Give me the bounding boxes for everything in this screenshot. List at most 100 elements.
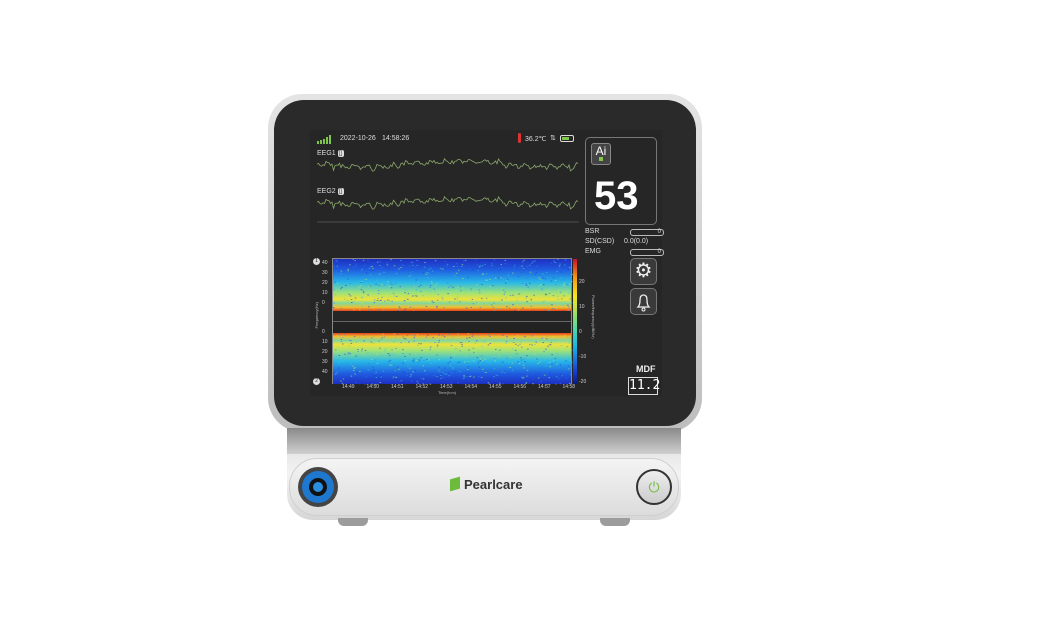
spectrogram-cell bbox=[354, 367, 356, 369]
colorbar-label: Power/frequency(dB/Hz) bbox=[591, 295, 596, 339]
spectrogram-cell bbox=[411, 270, 414, 272]
spectrogram-cell bbox=[477, 363, 479, 365]
spectrogram-cell bbox=[559, 291, 562, 293]
spectrogram-cell bbox=[560, 374, 562, 376]
spectrogram-cell bbox=[559, 383, 562, 385]
spectrogram-cell bbox=[358, 383, 360, 385]
spectrogram-cell bbox=[342, 335, 345, 337]
spectrogram-cell bbox=[418, 359, 421, 361]
spectrogram-cell bbox=[545, 294, 547, 296]
spectrogram-cell bbox=[553, 260, 555, 262]
channel-marker-2: 2 bbox=[313, 378, 320, 385]
spectrogram-cell bbox=[552, 336, 555, 338]
spectrogram-cell bbox=[341, 287, 343, 288]
spectrogram-cell bbox=[336, 271, 338, 273]
spectrogram-cell bbox=[534, 260, 536, 262]
alarm-button[interactable] bbox=[630, 288, 657, 315]
spectrogram-cell bbox=[361, 268, 363, 270]
spectrogram-cell bbox=[530, 298, 532, 300]
spectrogram-cell bbox=[457, 333, 459, 335]
spectrogram-cell bbox=[504, 291, 506, 293]
spectrogram-cell bbox=[479, 358, 482, 360]
spectrogram-cell bbox=[435, 285, 437, 287]
spectrogram-cell bbox=[417, 368, 419, 370]
spectrogram-cell bbox=[374, 373, 377, 375]
spectrogram-cell bbox=[377, 293, 380, 294]
spectrogram-cell bbox=[551, 354, 553, 356]
spectrogram-cell bbox=[532, 344, 535, 346]
spectrogram-cell bbox=[495, 348, 497, 350]
spectrogram-cell bbox=[524, 361, 526, 363]
spectrogram-cell bbox=[518, 309, 520, 311]
spectrogram-cell bbox=[398, 268, 400, 270]
spectrogram-cell bbox=[382, 309, 385, 311]
spectrogram-cell bbox=[348, 310, 351, 311]
spectrogram-cell bbox=[361, 306, 363, 308]
spectrogram-cell bbox=[499, 308, 501, 310]
spectrogram-cell bbox=[432, 337, 434, 339]
spectrogram-cell bbox=[405, 272, 408, 274]
spectrogram-cell bbox=[409, 274, 411, 276]
y-tick: 0 bbox=[322, 329, 325, 335]
spectrogram-cell bbox=[365, 376, 368, 378]
spectrogram-cell bbox=[470, 307, 472, 309]
spectrogram-cell bbox=[440, 375, 442, 376]
spectrogram-cell bbox=[478, 366, 481, 368]
spectrogram-cell bbox=[406, 371, 408, 373]
spectrogram-cell bbox=[547, 310, 550, 311]
spectrogram-cell bbox=[433, 374, 435, 376]
spectrogram-cell bbox=[488, 383, 490, 385]
spectrogram-cell bbox=[551, 304, 553, 306]
spectrogram-cell bbox=[379, 300, 382, 301]
spectrogram-cell bbox=[407, 343, 410, 345]
spectrogram-cell bbox=[459, 361, 461, 363]
spectrogram-cell bbox=[383, 284, 386, 286]
spectrogram-cell bbox=[536, 265, 538, 267]
spectrogram-cell bbox=[540, 283, 542, 285]
spectrogram-cell bbox=[512, 342, 515, 343]
spectrogram-cell bbox=[448, 286, 450, 288]
spectrogram-cell bbox=[412, 285, 415, 287]
spectrogram-cell bbox=[375, 361, 377, 362]
spectrogram-cell bbox=[422, 383, 424, 385]
spectrogram-cell bbox=[469, 375, 472, 377]
spectrogram-cell bbox=[557, 298, 559, 300]
power-button[interactable]: ⏻ bbox=[636, 469, 672, 505]
spectrogram-cell bbox=[338, 283, 341, 285]
spectrogram-cell bbox=[507, 273, 510, 274]
spectrogram-cell bbox=[517, 293, 519, 295]
spectrogram-cell bbox=[506, 357, 508, 359]
spectrogram-cell bbox=[357, 280, 359, 282]
spectrogram-cell bbox=[345, 384, 347, 385]
spectrogram-cell bbox=[473, 336, 476, 338]
spectrogram-cell bbox=[569, 267, 571, 269]
spectrogram-cell bbox=[412, 360, 414, 361]
spectrogram-cell bbox=[456, 296, 459, 298]
spectrogram-cell bbox=[546, 271, 548, 273]
spectrogram-cell bbox=[333, 302, 335, 304]
spectrogram-cell bbox=[493, 260, 495, 262]
y-tick: 0 bbox=[322, 300, 325, 306]
spectrogram-cell bbox=[378, 346, 380, 347]
spectrogram-cell bbox=[373, 299, 376, 301]
sd-label: SD(CSD) bbox=[585, 238, 615, 245]
sensor-port[interactable] bbox=[298, 467, 338, 507]
spectrogram-cell bbox=[334, 281, 336, 283]
x-tick: 14:55 bbox=[489, 384, 502, 390]
spectrogram-cell bbox=[568, 342, 570, 344]
spectrogram-cell bbox=[361, 302, 364, 304]
spectrogram-cell bbox=[378, 309, 380, 311]
spectrogram-cell bbox=[544, 309, 546, 311]
spectrogram-cell bbox=[437, 369, 440, 371]
spectrogram-cell bbox=[527, 298, 529, 299]
spectrogram-cell bbox=[336, 335, 339, 336]
spectrogram-cell bbox=[521, 282, 524, 284]
spectrogram-cell bbox=[518, 362, 521, 364]
spectrogram-cell bbox=[388, 285, 390, 287]
spectrogram-cell bbox=[336, 282, 339, 284]
spectrogram-cell bbox=[395, 376, 397, 378]
spectrogram-cell bbox=[411, 380, 413, 382]
settings-button[interactable]: ⚙ bbox=[630, 258, 657, 285]
spectrogram-cell bbox=[566, 346, 569, 348]
spectrogram-cell bbox=[437, 272, 440, 274]
